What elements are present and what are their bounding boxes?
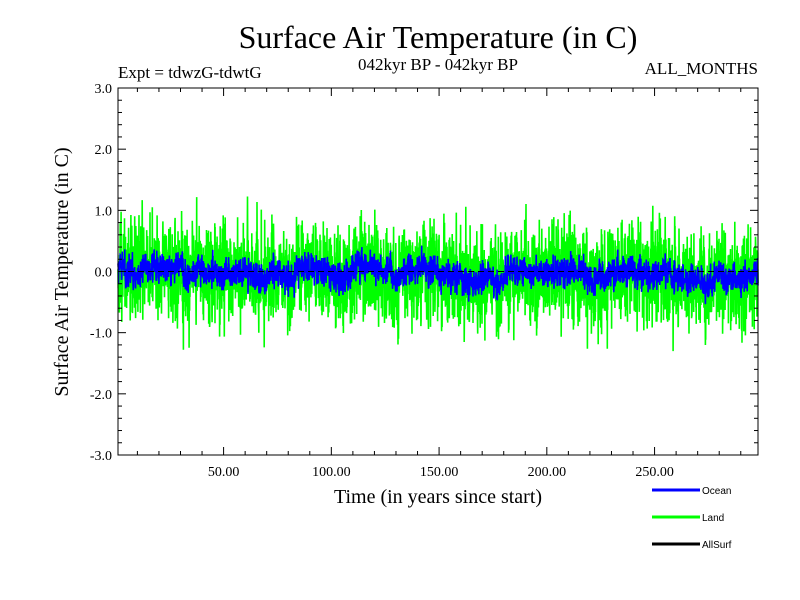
y-tick-label: 3.0 [95, 82, 113, 97]
legend-label-land: Land [702, 513, 724, 524]
axis-ticks [118, 87, 758, 456]
y-tick-labels: -3.0 -2.0 -1.0 0.0 1.0 2.0 3.0 [90, 82, 112, 464]
chart-title: Surface Air Temperature (in C) [239, 19, 638, 55]
y-tick-label: -2.0 [90, 388, 112, 403]
legend-label-allsurf: AllSurf [702, 540, 732, 551]
ocean-series-line [117, 245, 759, 305]
x-tick-label: 250.00 [635, 465, 674, 480]
y-tick-label: -1.0 [90, 327, 112, 342]
x-tick-label: 200.00 [528, 465, 567, 480]
x-tick-label: 150.00 [420, 465, 459, 480]
x-axis-label: Time (in years since start) [334, 486, 542, 508]
chart-subtitle-right: ALL_MONTHS [645, 59, 758, 78]
chart-subtitle-left: Expt = tdwzG-tdwtG [118, 63, 262, 82]
ocean-series [117, 245, 759, 305]
x-tick-label: 50.00 [208, 465, 240, 480]
y-tick-label: 0.0 [95, 266, 113, 281]
y-tick-label: 2.0 [95, 143, 113, 158]
legend: Ocean Land AllSurf [652, 486, 732, 551]
y-tick-label: -3.0 [90, 449, 112, 464]
y-axis-label: Surface Air Temperature (in C) [51, 147, 73, 396]
chart-subtitle-center: 042kyr BP - 042kyr BP [358, 55, 518, 74]
x-tick-label: 100.00 [312, 465, 351, 480]
y-tick-label: 1.0 [95, 204, 113, 219]
x-tick-labels: 50.00 100.00 150.00 200.00 250.00 [208, 465, 674, 480]
legend-label-ocean: Ocean [702, 486, 731, 497]
